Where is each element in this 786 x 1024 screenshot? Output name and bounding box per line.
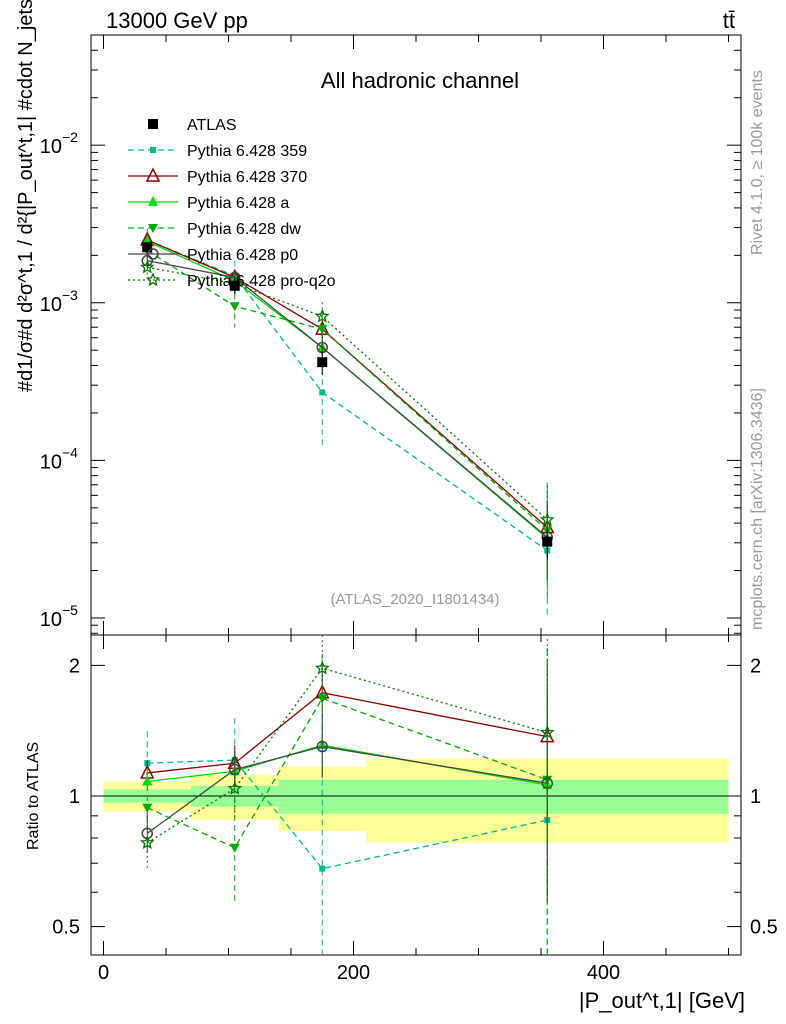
data-point-marker [317, 325, 328, 335]
data-point-marker [139, 259, 155, 274]
analysis-id: (ATLAS_2020_I1801434) [330, 591, 499, 608]
y-tick-exponent: −3 [62, 287, 78, 303]
rivet-version-label: Rivet 4.1.0, ≥ 100k events [749, 70, 766, 255]
legend-label: Pythia 6.428 370 [187, 169, 307, 186]
legend-label: Pythia 6.428 p0 [187, 247, 298, 264]
y-tick-label: 10 [40, 451, 62, 473]
ratio-series-line [146, 745, 548, 834]
mcplots-label: mcplots.cern.ch [arXiv:1306.3436] [749, 388, 766, 630]
ratio-series-line [147, 759, 548, 870]
series-line [147, 260, 548, 538]
main-axis-ticks: 10 −510 −410 −310 −20 200 400 [40, 34, 741, 984]
ratio-axis-ticks: 0.5 0.5 1 1 2 2 [52, 655, 778, 938]
x-tick-label: 0 [98, 962, 109, 984]
ratio-y-axis-label: Ratio to ATLAS [25, 742, 42, 850]
y-axis-label: #d1/σ#d d²σ^t,1 / d²{|P_out^t,1| #cdot N… [15, 0, 37, 392]
main-series-layer [139, 228, 555, 618]
ratio-y-tick-label-right: 2 [750, 655, 761, 677]
ratio-uncertainty-bands [91, 758, 741, 843]
y-tick-exponent: −4 [62, 444, 78, 460]
data-point-marker [319, 389, 326, 396]
data-point-marker [314, 660, 330, 675]
data-point-marker [145, 272, 161, 287]
data-point-marker [139, 835, 155, 850]
y-tick-label: 10 [40, 294, 62, 316]
x-tick-label: 400 [587, 962, 620, 984]
series-line [147, 266, 548, 521]
ratio-series-line [147, 692, 548, 774]
y-tick-exponent: −2 [62, 129, 78, 145]
ratio-y-tick-label: 0.5 [52, 917, 80, 939]
process-label: tt̄ [723, 8, 735, 33]
data-point-marker [314, 308, 330, 323]
data-point-marker [147, 248, 159, 260]
legend-label: Pythia 6.428 a [187, 195, 289, 212]
series-line [146, 249, 548, 531]
data-point-marker [539, 724, 555, 739]
data-point-marker [142, 775, 153, 786]
ratio-series-line [146, 667, 548, 844]
y-tick-label: 10 [40, 609, 62, 631]
ratio-y-tick-label: 2 [69, 655, 80, 677]
series-line [146, 239, 548, 529]
data-point-marker [229, 843, 240, 853]
data-point-marker [317, 694, 328, 704]
legend-label: Pythia 6.428 359 [187, 143, 307, 160]
ratio-y-tick-label-right: 1 [750, 786, 761, 808]
legend: ATLAS Pythia 6.428 359 Pythia 6.428 370 Pyt… [128, 117, 336, 290]
legend-label: ATLAS [187, 117, 237, 134]
energy-label: 13000 GeV pp [106, 8, 248, 33]
legend-label: Pythia 6.428 dw [187, 221, 301, 238]
data-point-marker [317, 357, 328, 368]
data-point-marker [227, 780, 243, 795]
x-axis-label: |P_out^t,1| [GeV] [579, 988, 745, 1013]
data-point-marker [142, 803, 153, 813]
legend-label: Pythia 6.428 pro-q2o [187, 273, 336, 290]
chart-title: All hadronic channel [321, 68, 519, 93]
data-point-marker [150, 147, 156, 153]
data-point-marker [542, 536, 553, 547]
data-point-marker [141, 254, 153, 267]
data-point-marker [316, 740, 328, 753]
data-point-marker [148, 119, 158, 129]
data-point-marker [142, 242, 153, 253]
data-point-marker [148, 224, 158, 233]
data-point-marker [229, 302, 240, 312]
ratio-y-tick-label: 1 [69, 786, 80, 808]
data-point-marker [319, 865, 326, 872]
y-tick-label: 10 [40, 136, 62, 158]
x-tick-label: 200 [337, 962, 370, 984]
data-point-marker [229, 763, 241, 776]
data-point-marker [145, 167, 161, 182]
data-point-marker [229, 280, 240, 291]
ratio-series-line [146, 697, 548, 849]
data-point-marker [148, 196, 158, 206]
data-point-marker [541, 777, 553, 789]
ratio-series-layer [139, 635, 555, 955]
ratio-y-tick-label-right: 0.5 [750, 917, 778, 939]
y-tick-exponent: −5 [62, 602, 78, 618]
data-point-marker [539, 512, 555, 526]
